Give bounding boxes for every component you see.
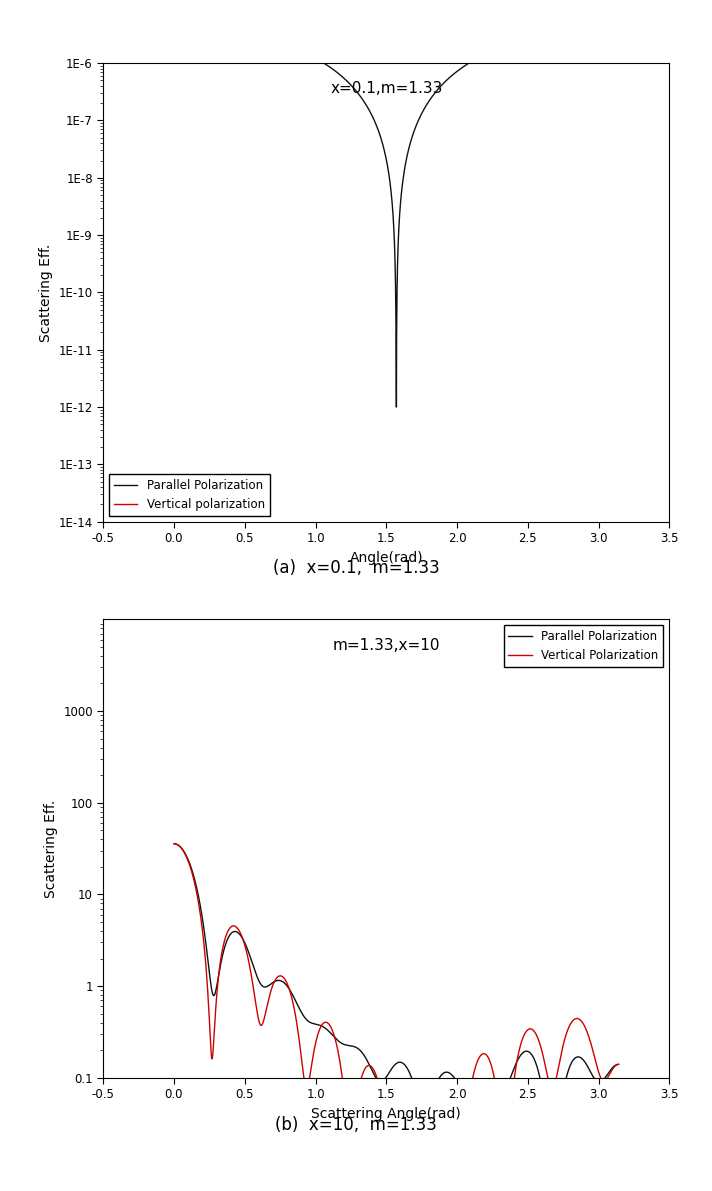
Parallel Polarization bbox=[374, 1073, 382, 1087]
Parallel Polarization bbox=[374, 124, 382, 138]
Text: x=0.1,m=1.33: x=0.1,m=1.33 bbox=[330, 81, 442, 96]
Parallel Polarization bbox=[614, 1058, 623, 1072]
Vertical Polarization bbox=[374, 1075, 382, 1090]
Parallel Polarization bbox=[602, 20, 610, 35]
Line: Vertical Polarization: Vertical Polarization bbox=[174, 843, 619, 1191]
Parallel Polarization bbox=[392, 400, 401, 414]
Vertical polarization bbox=[602, 20, 610, 35]
Vertical Polarization bbox=[602, 1073, 610, 1087]
Parallel Polarization bbox=[614, 20, 623, 35]
Vertical Polarization bbox=[614, 1058, 623, 1072]
Vertical polarization bbox=[192, 20, 201, 35]
Text: (b)  x=10,  m=1.33: (b) x=10, m=1.33 bbox=[275, 1116, 437, 1135]
Vertical polarization bbox=[374, 20, 382, 35]
Parallel Polarization bbox=[602, 1070, 610, 1084]
Vertical Polarization bbox=[386, 1133, 394, 1147]
Vertical polarization bbox=[386, 20, 394, 35]
Vertical Polarization bbox=[520, 1028, 528, 1042]
Line: Parallel Polarization: Parallel Polarization bbox=[174, 843, 619, 1187]
Vertical polarization bbox=[169, 20, 178, 35]
Y-axis label: Scattering Eff.: Scattering Eff. bbox=[43, 799, 58, 898]
Vertical Polarization bbox=[602, 1073, 610, 1087]
Parallel Polarization bbox=[548, 1180, 557, 1191]
Line: Parallel Polarization: Parallel Polarization bbox=[174, 27, 619, 407]
Parallel Polarization bbox=[602, 1070, 610, 1084]
X-axis label: Angle(rad): Angle(rad) bbox=[350, 550, 423, 565]
Legend: Parallel Polarization, Vertical polarization: Parallel Polarization, Vertical polariza… bbox=[109, 474, 270, 516]
Parallel Polarization bbox=[520, 1045, 528, 1059]
Parallel Polarization bbox=[520, 32, 528, 46]
Parallel Polarization bbox=[169, 20, 178, 35]
Parallel Polarization bbox=[386, 176, 394, 191]
Y-axis label: Scattering Eff.: Scattering Eff. bbox=[39, 243, 53, 342]
Text: m=1.33,x=10: m=1.33,x=10 bbox=[333, 637, 440, 653]
Parallel Polarization bbox=[386, 1064, 394, 1078]
Vertical polarization bbox=[520, 20, 528, 35]
Parallel Polarization bbox=[192, 21, 201, 36]
Vertical Polarization bbox=[192, 886, 201, 900]
Vertical polarization bbox=[614, 20, 623, 35]
X-axis label: Scattering Angle(rad): Scattering Angle(rad) bbox=[311, 1106, 461, 1121]
Text: (a)  x=0.1,  m=1.33: (a) x=0.1, m=1.33 bbox=[273, 559, 439, 578]
Legend: Parallel Polarization, Vertical Polarization: Parallel Polarization, Vertical Polariza… bbox=[503, 625, 664, 667]
Parallel Polarization bbox=[602, 20, 610, 35]
Vertical Polarization bbox=[169, 836, 178, 850]
Parallel Polarization bbox=[192, 881, 201, 896]
Vertical polarization bbox=[601, 20, 609, 35]
Parallel Polarization bbox=[169, 836, 178, 850]
